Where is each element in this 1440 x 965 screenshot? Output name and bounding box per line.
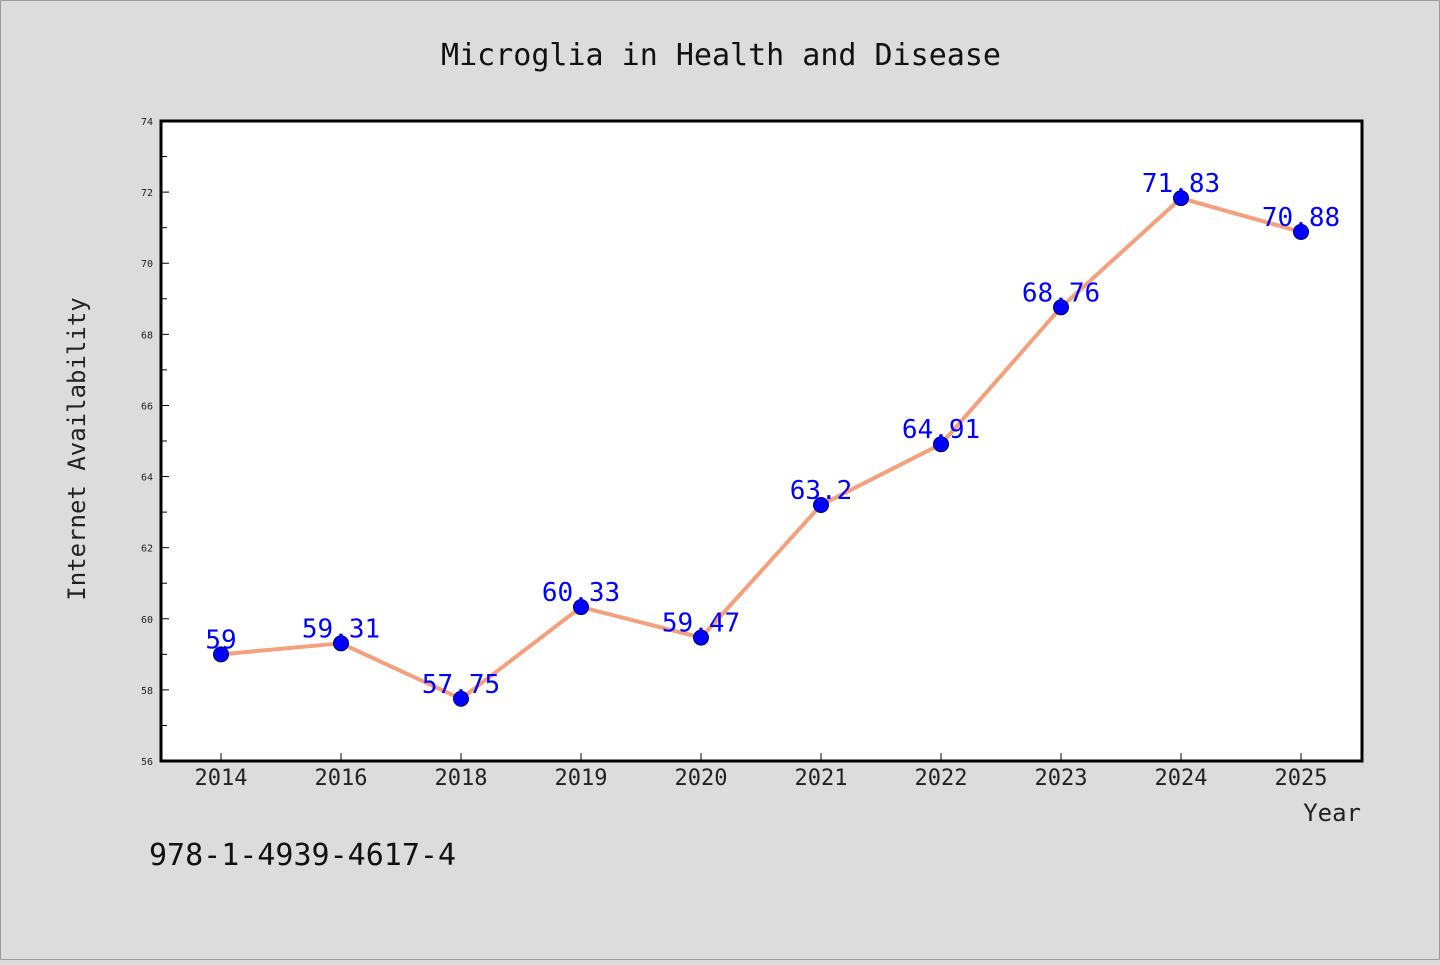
data-label: 59.47 — [662, 609, 740, 639]
x-tick-label: 2023 — [1035, 766, 1088, 791]
data-labels: 59 59.31 57.75 60.33 59.47 63.2 64.91 68.76 71.8… — [205, 169, 1340, 700]
y-tick-label: 72 — [141, 188, 153, 199]
x-tick-label: 2021 — [795, 766, 848, 791]
data-point — [453, 690, 469, 707]
data-point — [333, 635, 349, 652]
data-point — [693, 629, 709, 646]
y-tick-label: 58 — [141, 686, 153, 697]
data-label: 59.31 — [302, 614, 380, 644]
series-markers — [213, 190, 1309, 707]
y-axis-label: Internet Availability — [63, 297, 91, 600]
y-tick-label: 68 — [141, 330, 153, 341]
x-axis-label: Year — [1303, 799, 1361, 827]
footer-isbn: 978-1-4939-4617-4 — [149, 838, 456, 873]
x-tick-label: 2019 — [555, 766, 608, 791]
data-point — [573, 599, 589, 616]
data-point — [933, 436, 949, 453]
y-tick-label: 70 — [141, 259, 153, 270]
data-label: 60.33 — [542, 578, 620, 608]
y-tick-label: 64 — [141, 473, 153, 484]
series-line — [219, 196, 1303, 701]
x-tick-label: 2016 — [315, 766, 368, 791]
y-tick-label: 66 — [141, 401, 153, 412]
x-axis: 2014 2016 2018 2019 2020 2021 2022 2023 2024 2025 — [195, 753, 1328, 791]
x-tick-label: 2018 — [435, 766, 488, 791]
data-label: 57.75 — [422, 670, 500, 700]
x-tick-label: 2014 — [195, 766, 248, 791]
chart-title: Microglia in Health and Disease — [441, 38, 1001, 73]
x-tick-label: 2024 — [1155, 766, 1208, 791]
x-tick-label: 2020 — [675, 766, 728, 791]
data-label: 64.91 — [902, 415, 980, 445]
y-tick-label: 74 — [141, 117, 153, 128]
data-label: 59 — [205, 625, 236, 655]
y-tick-label: 60 — [141, 615, 153, 626]
data-label: 68.76 — [1022, 278, 1100, 308]
data-point — [813, 497, 829, 513]
data-label: 63.2 — [790, 476, 853, 506]
x-tick-label: 2022 — [915, 766, 968, 791]
y-tick-label: 62 — [141, 544, 153, 555]
data-point — [1053, 299, 1069, 316]
data-point — [1293, 223, 1309, 240]
y-axis: 56 58 60 62 64 66 68 70 72 74 — [141, 117, 169, 768]
data-point — [213, 646, 229, 663]
data-label: 70.88 — [1262, 203, 1340, 233]
y-tick-label: 56 — [141, 757, 153, 768]
series-polyline — [219, 196, 1303, 701]
data-label: 71.83 — [1142, 169, 1220, 199]
data-point — [1173, 190, 1189, 207]
x-tick-label: 2025 — [1275, 766, 1328, 791]
plot-area — [159, 119, 1364, 763]
